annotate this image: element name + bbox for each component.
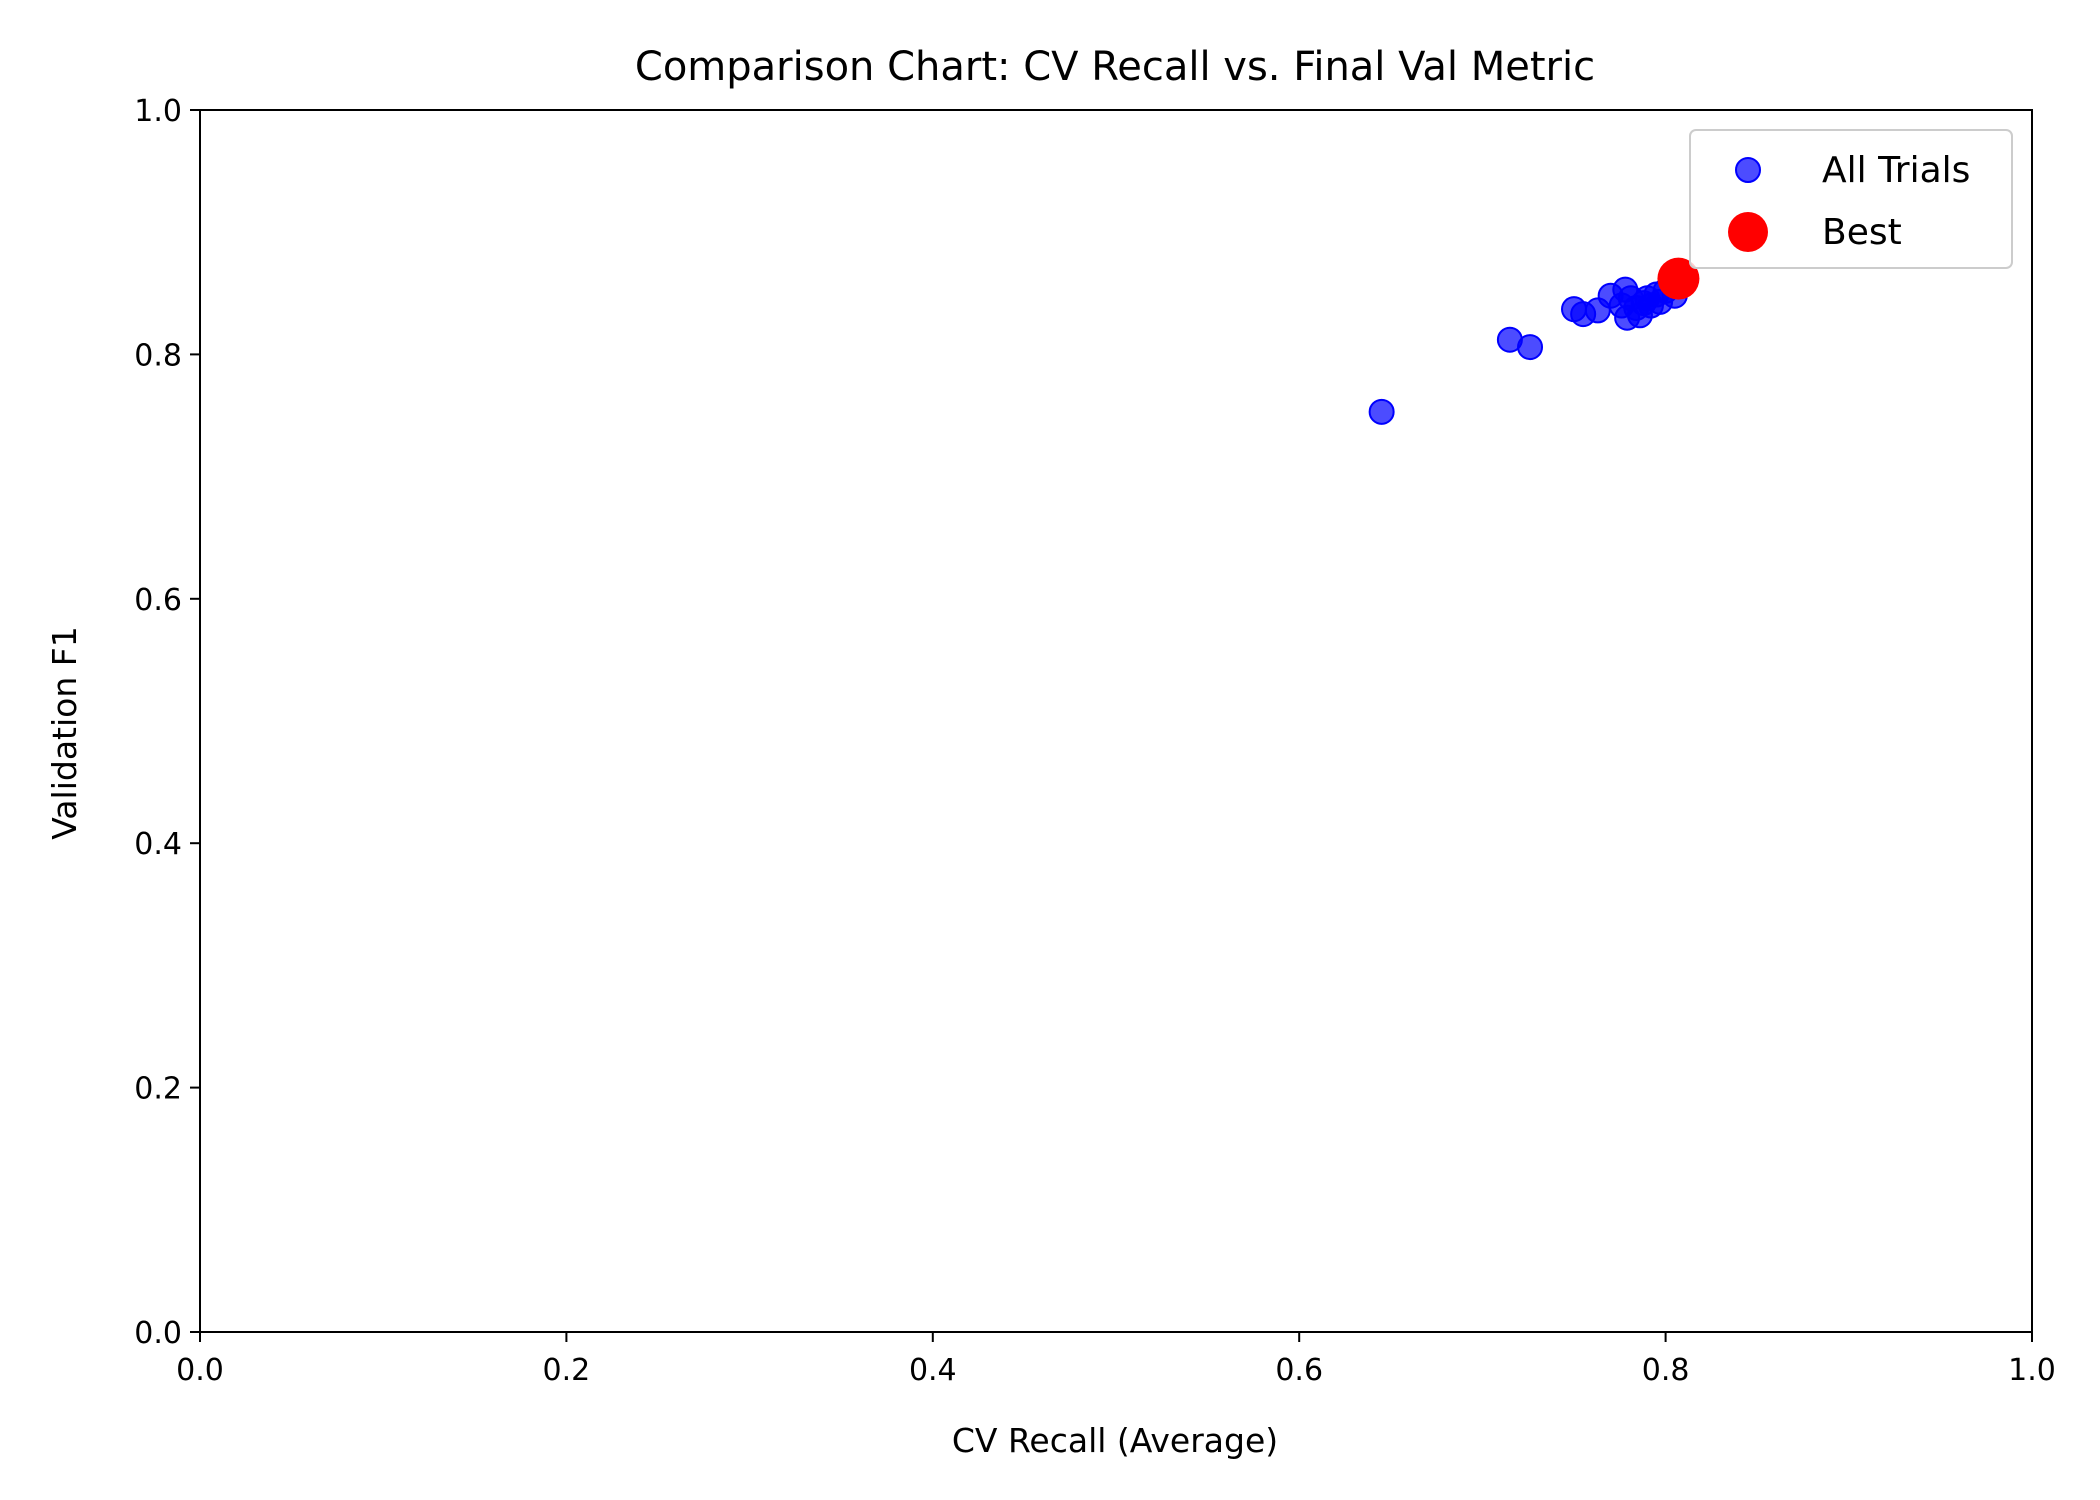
y-tick-label: 0.0 — [134, 1316, 182, 1351]
x-tick-label: 0.4 — [909, 1353, 957, 1388]
plot-frame — [199, 109, 2033, 1333]
y-tick-label: 0.2 — [134, 1072, 182, 1107]
x-tick-label: 0.2 — [543, 1353, 591, 1388]
y-axis-label: Validation F1 — [45, 626, 84, 839]
legend-box — [1689, 129, 2013, 269]
best-point — [1657, 257, 1700, 300]
y-tick-label: 0.6 — [134, 583, 182, 618]
legend-label-all-trials: All Trials — [1822, 150, 1970, 191]
legend: All Trials Best — [1689, 129, 2013, 269]
ticks-layer: 0.0 0.2 0.4 0.6 0.8 1.0 0.0 0.2 0.4 0.6 0.8 1.0 — [134, 94, 2056, 1388]
legend-marker-all-trials — [1735, 157, 1761, 183]
legend-marker-best — [1728, 212, 1768, 252]
y-tick-label: 0.8 — [134, 338, 182, 373]
y-tick-label: 1.0 — [134, 94, 182, 129]
x-axis-label: CV Recall (Average) — [952, 1421, 1278, 1460]
x-tick-label: 1.0 — [2008, 1353, 2056, 1388]
trial-point — [1368, 398, 1395, 425]
y-tick-label: 0.4 — [134, 827, 182, 862]
x-tick-label: 0.6 — [1275, 1353, 1323, 1388]
x-tick-label: 0.8 — [1642, 1353, 1690, 1388]
points-layer — [1368, 257, 1700, 425]
x-tick-label: 0.0 — [176, 1353, 224, 1388]
chart-title: Comparison Chart: CV Recall vs. Final Va… — [635, 44, 1595, 90]
trial-point — [1517, 334, 1544, 361]
legend-label-best: Best — [1822, 212, 1902, 253]
